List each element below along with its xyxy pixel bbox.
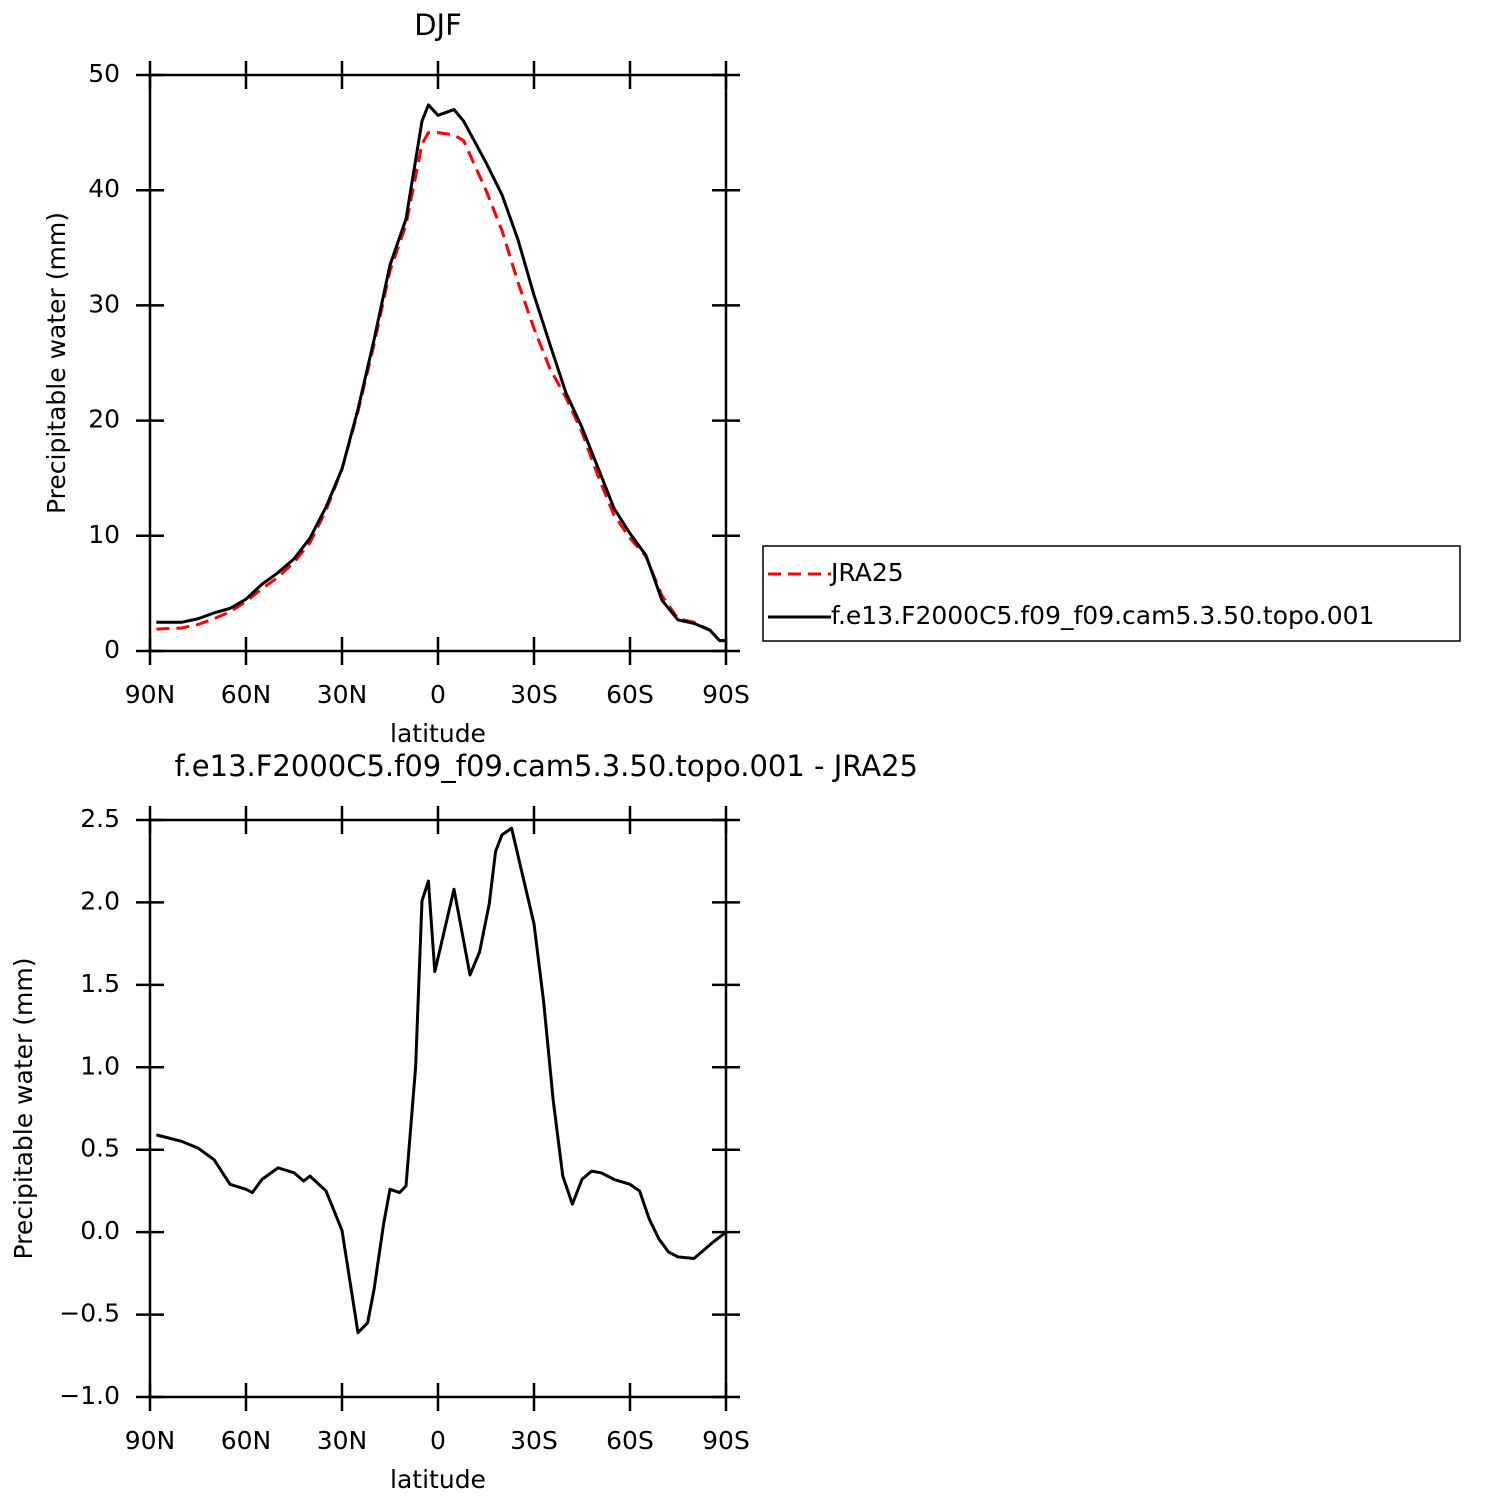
y-tick-label: 10 [88,520,120,549]
x-tick-label: 60N [221,1426,272,1455]
legend-box [762,545,1461,642]
y-tick-label: 40 [88,174,120,203]
x-axis-label: latitude [390,1465,486,1494]
x-tick-label: 90S [702,680,750,709]
y-tick-label: 0 [104,635,120,664]
y-tick-label: 1.0 [80,1051,120,1080]
legend-label: JRA25 [829,558,904,587]
y-tick-label: 2.0 [80,886,120,915]
y-tick-label: −1.0 [59,1381,120,1410]
x-tick-label: 0 [430,1426,446,1455]
x-tick-label: 90N [125,1426,176,1455]
x-tick-label: 60S [606,1426,654,1455]
x-tick-label: 60S [606,680,654,709]
x-tick-label: 0 [430,680,446,709]
x-tick-label: 30S [510,1426,558,1455]
x-tick-label: 30S [510,680,558,709]
chart-title: DJF [414,8,462,42]
x-tick-label: 90S [702,1426,750,1455]
x-tick-label: 30N [317,1426,368,1455]
x-tick-label: 60N [221,680,272,709]
plot-frame [148,818,728,1399]
data-line [156,131,726,643]
y-tick-label: −0.5 [59,1299,120,1328]
legend-label: f.e13.F2000C5.f09_f09.cam5.3.50.topo.001 [831,601,1374,630]
plot-frame [148,73,728,653]
y-tick-label: 50 [88,59,120,88]
y-tick-label: 2.5 [80,804,120,833]
data-line [156,103,726,643]
chart-title: f.e13.F2000C5.f09_f09.cam5.3.50.topo.001… [174,749,918,783]
y-tick-label: 1.5 [80,969,120,998]
y-axis-label: Precipitable water (mm) [42,212,71,514]
y-tick-label: 30 [88,289,120,318]
x-tick-label: 90N [125,680,176,709]
y-tick-label: 0.5 [80,1134,120,1163]
y-tick-label: 20 [88,405,120,434]
x-tick-label: 30N [317,680,368,709]
y-tick-label: 0.0 [80,1216,120,1245]
x-axis-label: latitude [390,719,486,748]
data-line [156,826,727,1335]
y-axis-label: Precipitable water (mm) [9,958,38,1260]
